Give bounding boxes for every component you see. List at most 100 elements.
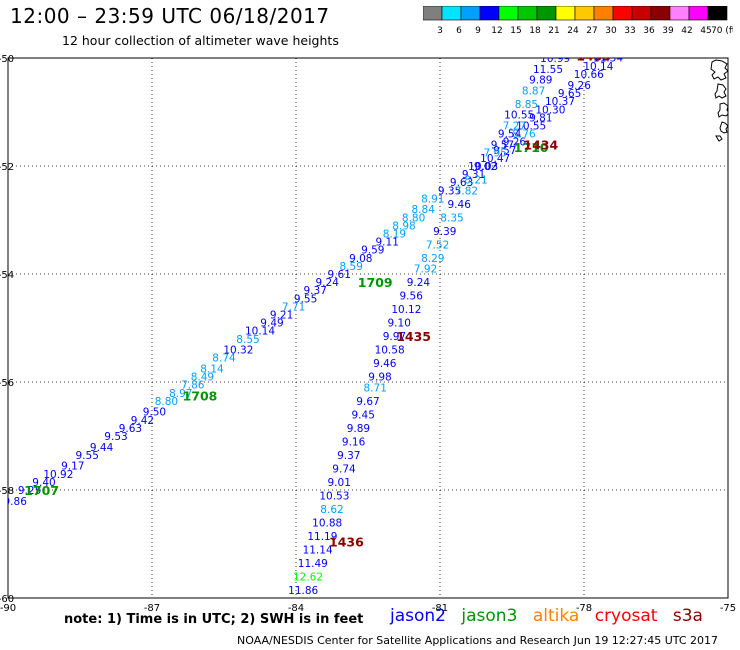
swh-label: 9.67 (356, 396, 379, 408)
swh-label: 10.55 (504, 110, 534, 122)
swh-label: 7.82 (455, 185, 478, 197)
x-tick-label: -78 (576, 603, 592, 614)
coastline-path (717, 102, 728, 118)
swh-label: 9.26 (503, 137, 527, 149)
swh-label: 9.45 (352, 409, 375, 421)
swh-label: 10.53 (319, 490, 349, 502)
swh-label: 8.80 (402, 212, 425, 224)
pass-time-label: 1436 (329, 534, 364, 549)
legend-altika: altika (532, 606, 580, 626)
swh-label: 9.46 (448, 199, 472, 211)
swh-label: 8.80 (155, 396, 178, 408)
coastline-path (714, 83, 727, 99)
swh-label: 12.62 (293, 571, 323, 583)
credit-line: NOAA/NESDIS Center for Satellite Applica… (237, 634, 719, 647)
swh-label: 9.24 (407, 277, 431, 289)
legend-jason3: jason3 (461, 606, 518, 626)
coastline-shape (710, 59, 728, 142)
scale-label: 12 (491, 26, 502, 36)
chart-title: 12:00 – 23:59 UTC 06/18/2017 (10, 4, 330, 28)
series-jason3: 9.869.259.4010.929.179.559.449.539.639.4… (4, 52, 623, 508)
swh-label: 8.55 (236, 334, 259, 346)
swh-label: 9.74 (332, 463, 356, 475)
swh-label: 9.63 (450, 177, 473, 189)
swh-label: 9.81 (529, 112, 552, 124)
swh-label: 8.62 (320, 504, 343, 516)
scale-swatch (707, 6, 728, 21)
swh-label: 9.35 (438, 185, 461, 197)
scale-label: 45 (700, 26, 711, 36)
swh-label: 9.42 (131, 415, 154, 427)
swh-label: 8.98 (392, 220, 415, 232)
x-tick-label: -84 (288, 603, 304, 614)
swh-label: 9.26 (568, 80, 592, 92)
y-tick-label: -56 (0, 378, 14, 389)
swh-label: 10.99 (540, 53, 570, 65)
satellite-legend: jason2 jason3 altika cryosat s3a (390, 606, 713, 626)
swh-label: 9.98 (368, 372, 391, 384)
scale-label: 24 (567, 26, 579, 36)
swh-label: 9.86 (4, 496, 28, 508)
swh-label: 9.56 (400, 291, 424, 303)
legend-jason2: jason2 (390, 606, 446, 626)
x-tick-label: -90 (0, 603, 16, 614)
x-tick-label: -81 (432, 603, 448, 614)
swh-label: 8.49 (191, 372, 214, 384)
scale-label: 9 (475, 26, 481, 36)
swh-label: 9.02 (474, 161, 497, 173)
scale-label: 36 (643, 26, 655, 36)
swh-label: 9.55 (76, 450, 99, 462)
swh-label: 8.59 (340, 261, 363, 273)
series-s3a: 10.9911.559.898.878.8510.557.279.549.577… (288, 53, 570, 597)
swh-label: 9.37 (304, 285, 327, 297)
scale-label: 70 (ft) (711, 26, 733, 36)
swh-label: 9.46 (373, 358, 397, 370)
swh-label: 9.24 (316, 277, 340, 289)
swh-label: 9.61 (328, 269, 351, 281)
swh-label: 7.27 (503, 121, 526, 133)
swh-label: 10.47 (480, 153, 510, 165)
swh-label: 8.87 (522, 85, 545, 97)
pass-time-label: 1433 (576, 48, 611, 63)
swh-label: 8.19 (383, 229, 406, 241)
swh-label: 9.57 (493, 145, 516, 157)
swh-label: 9.49 (260, 318, 283, 330)
swh-label: 10.55 (516, 121, 546, 133)
scale-label: 30 (605, 26, 617, 36)
swh-label: 9.89 (529, 75, 552, 87)
swh-label: 7.71 (282, 301, 305, 313)
legend-s3a: s3a (672, 606, 703, 626)
swh-label: 11.49 (298, 558, 328, 570)
pass-time-label: 1435 (396, 329, 431, 344)
legend-cryosat: cryosat (594, 606, 658, 626)
y-tick-label: -54 (0, 270, 14, 281)
scale-label: 18 (529, 26, 541, 36)
swh-label: 8.76 (512, 129, 536, 141)
swh-label: 9.10 (388, 318, 411, 330)
swh-label: 9.65 (558, 88, 581, 100)
swh-label: 11.34 (593, 52, 623, 64)
swh-label: 8.85 (515, 99, 538, 111)
swh-label: 9.53 (104, 431, 127, 443)
swh-label: 10.14 (583, 61, 613, 73)
swh-label: 8.21 (464, 175, 487, 187)
pass-time-label: 1434 (523, 137, 558, 152)
swh-label: 9.40 (32, 477, 55, 489)
pass-time-label: 1709 (358, 275, 393, 290)
swh-label: 9.50 (143, 407, 166, 419)
swh-label: 10.92 (43, 469, 73, 481)
swh-label: 9.54 (498, 129, 522, 141)
coastline-path (719, 121, 728, 134)
swh-label: 11.14 (303, 544, 333, 556)
swh-label: 10.88 (312, 517, 342, 529)
swh-label: 9.16 (342, 436, 366, 448)
swh-label: 9.37 (337, 450, 360, 462)
pass-time-label: 1708 (183, 389, 218, 404)
swh-label: 11.19 (307, 531, 337, 543)
scale-label: 27 (586, 26, 597, 36)
swh-label: 8.35 (440, 212, 463, 224)
swh-label: 9.44 (90, 442, 114, 454)
swh-label: 8.14 (200, 364, 224, 376)
pass-time-label: 1707 (24, 483, 59, 498)
swh-label: 9.97 (383, 331, 406, 343)
